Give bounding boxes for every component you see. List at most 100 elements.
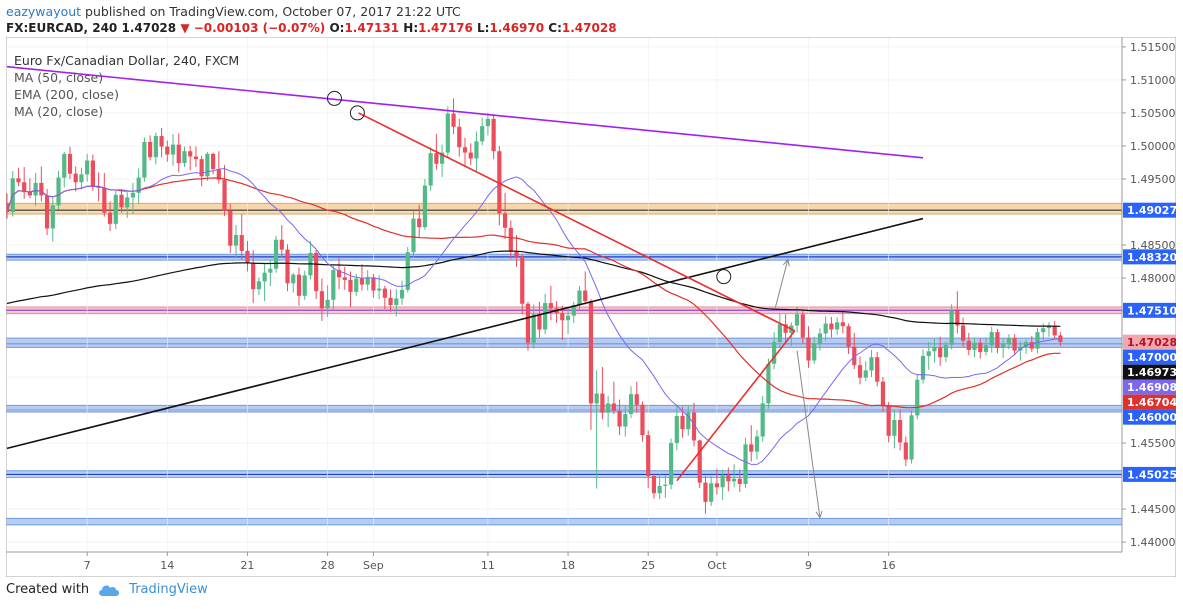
candle-body (251, 263, 256, 290)
candle (577, 285, 582, 312)
candle (737, 469, 742, 492)
candle-body (709, 483, 714, 502)
candle-body (543, 303, 548, 330)
candle (560, 305, 565, 341)
candle (462, 138, 468, 168)
low-value: 1.46970 (489, 21, 545, 35)
candle-body (193, 156, 199, 160)
candle (205, 151, 210, 181)
candle-body (743, 444, 748, 484)
ma20-line (6, 167, 1061, 465)
y-tick-label: 1.45500 (1130, 437, 1176, 450)
candle-body (50, 205, 55, 229)
candle-body (714, 483, 719, 488)
candle (1023, 339, 1029, 354)
zone-orange-0 (6, 203, 1122, 214)
candle-body (188, 151, 193, 157)
candle-body (440, 152, 445, 164)
candle (588, 299, 594, 430)
candle-body (1041, 328, 1046, 333)
candle (399, 280, 405, 306)
candle-body (279, 239, 284, 250)
candle-body (342, 277, 347, 280)
candle-body (686, 412, 691, 430)
candle (920, 349, 926, 384)
candle (193, 146, 199, 168)
candle-body (577, 290, 582, 306)
candle-body (233, 235, 239, 246)
candle (531, 304, 536, 349)
price-label: 1.46000 (1123, 409, 1177, 425)
candle (365, 270, 370, 291)
candle (932, 338, 937, 363)
candle-body (669, 443, 674, 485)
candle (165, 140, 170, 162)
candle-body (995, 332, 1000, 348)
candle (663, 475, 668, 498)
candle-body (245, 250, 250, 264)
tradingview-link[interactable]: TradingView (129, 582, 208, 597)
candle-body (1035, 332, 1040, 349)
legend-title: Euro Fx/Canadian Dollar, 240, FXCM (14, 53, 239, 68)
trendline-long-term-resistance[interactable] (6, 65, 924, 159)
candle (130, 182, 136, 214)
candle-body (823, 323, 828, 334)
candle-body (674, 415, 679, 444)
y-tick-label: 1.50000 (1130, 140, 1176, 153)
candle-body (983, 345, 989, 352)
candle (245, 241, 250, 272)
candle (863, 361, 868, 381)
candle-body (955, 310, 960, 326)
price-change: ▼ −0.00103 (−0.07%) (180, 21, 326, 35)
candle (331, 266, 336, 310)
candle (714, 468, 719, 495)
candle (125, 192, 130, 218)
candle (995, 328, 1000, 354)
candle (875, 351, 880, 387)
chart-svg[interactable]: 1.51500 1.51000 1.50500 1.50000 1.49500 1.490… (4, 36, 1177, 578)
candle-body (697, 440, 702, 483)
candle-body (800, 314, 805, 338)
candle-body (600, 393, 605, 413)
candle (846, 323, 851, 354)
candle-body (749, 444, 754, 452)
candle-body (153, 136, 158, 158)
candle (926, 342, 931, 370)
candle (119, 189, 124, 213)
candle (617, 399, 622, 436)
price-label-bg (1123, 349, 1176, 365)
candle-body (617, 410, 622, 427)
candle-body (548, 303, 553, 309)
legend-item[interactable]: MA (50, close) (14, 70, 103, 85)
x-tick-label: 25 (641, 559, 655, 572)
candle-body (296, 274, 302, 296)
candle-body (182, 151, 187, 164)
legend-item[interactable]: EMA (200, close) (14, 87, 119, 102)
candle (342, 266, 347, 290)
author-link[interactable]: eazywayout (6, 4, 82, 19)
candle (915, 373, 920, 420)
candle-body (256, 281, 261, 290)
candle (989, 326, 994, 353)
candle (600, 367, 605, 420)
candle (188, 145, 193, 171)
legend-item[interactable]: MA (20, close) (14, 104, 103, 119)
candle (709, 476, 714, 506)
candle-body (222, 179, 227, 211)
candle-body (85, 160, 90, 175)
candle (646, 430, 651, 488)
candle (686, 406, 691, 436)
trendline-descending-resistance[interactable] (358, 112, 796, 332)
trendline-ascending-support[interactable] (6, 217, 924, 450)
price-label-text: 1.47028 (1127, 336, 1176, 349)
trendline-rising-support[interactable] (676, 330, 796, 482)
candle (743, 437, 748, 488)
candle-body (411, 218, 416, 253)
candle (520, 254, 525, 315)
candle (359, 264, 365, 291)
candle (348, 271, 353, 308)
price-chart[interactable]: 1.51500 1.51000 1.50500 1.50000 1.49500 1.490… (4, 36, 1177, 578)
price-label: 1.46973 (1123, 364, 1177, 380)
candle-body (142, 141, 147, 178)
candle (674, 404, 679, 451)
